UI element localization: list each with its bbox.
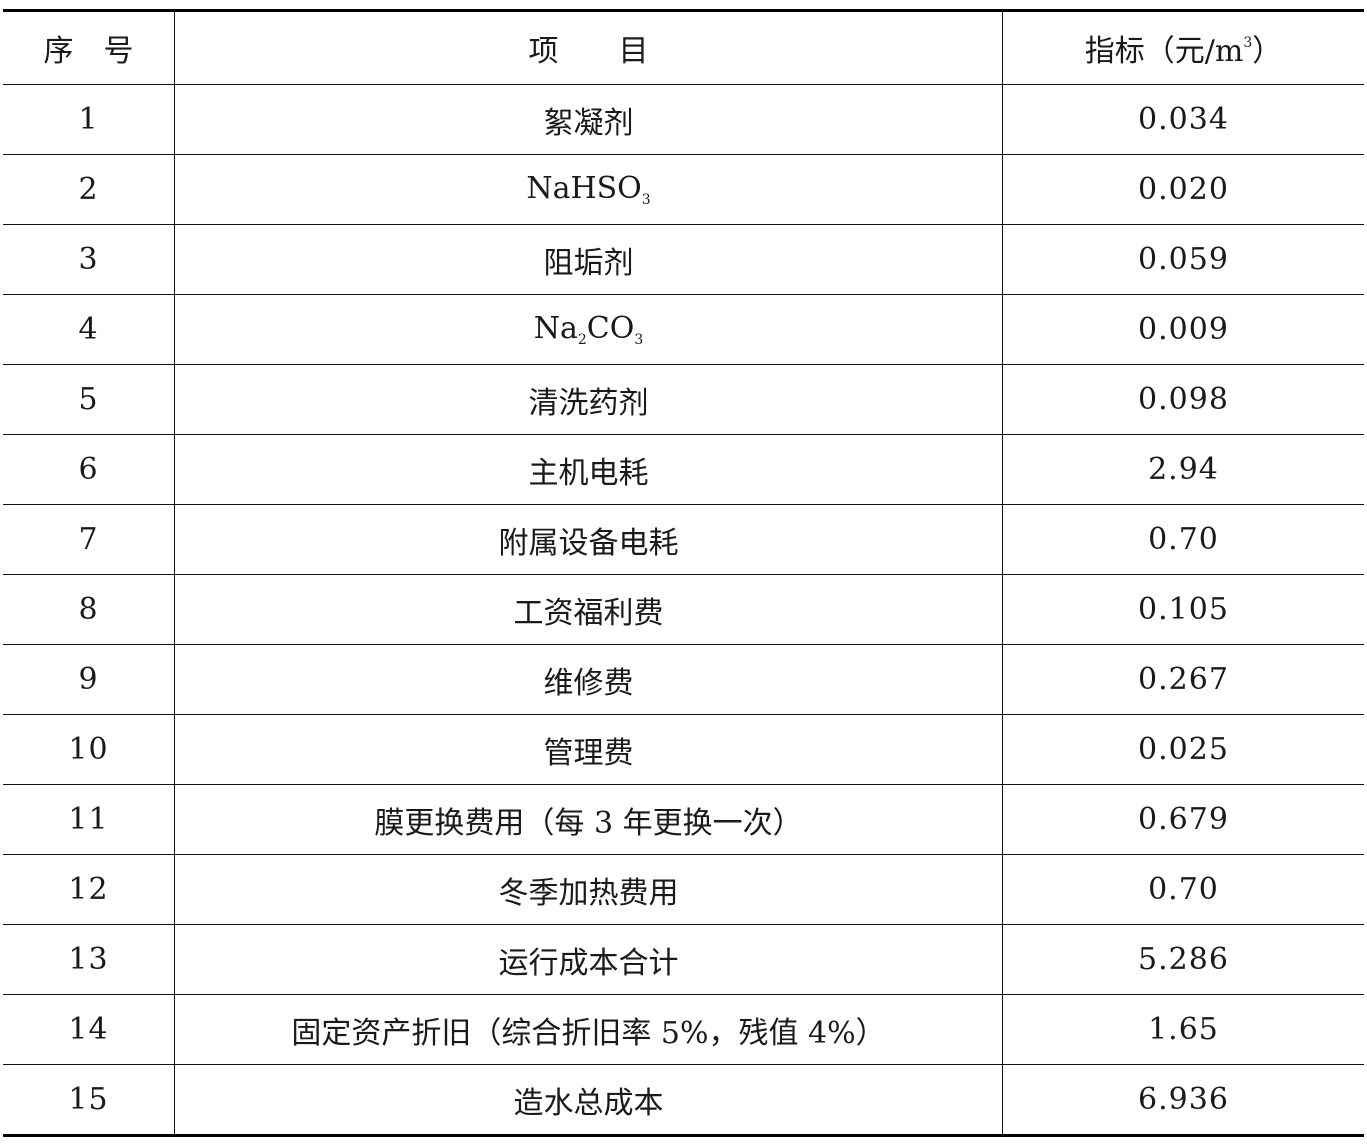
- row-item: 阻垢剂: [174, 224, 1003, 295]
- row-item: 絮凝剂: [174, 84, 1003, 155]
- cost-table: 序 号 项 目 指标（元/m3） 1 絮凝剂 0.034 2 NaHSO3 0.020 3 阻…: [3, 9, 1364, 1137]
- row-no: 5: [3, 364, 175, 435]
- row-value: 0.020: [1002, 154, 1364, 225]
- text-segment: 絮凝剂: [543, 105, 634, 141]
- row-no: 14: [3, 994, 175, 1065]
- text-segment: 附属设备电耗: [498, 525, 679, 561]
- text-segment: 维修费: [543, 665, 634, 701]
- text-segment: 3: [1243, 35, 1253, 51]
- row-value: 0.059: [1002, 224, 1364, 295]
- row-value: 0.267: [1002, 644, 1364, 715]
- row-no: 6: [3, 434, 175, 505]
- text-segment: 工资福利费: [513, 595, 664, 631]
- text-segment: CO: [586, 311, 635, 346]
- text-segment: 运行成本合计: [498, 945, 679, 981]
- table-row: 4 Na2CO3 0.009: [3, 294, 1364, 365]
- table-row: 10 管理费 0.025: [3, 714, 1364, 785]
- row-no: 13: [3, 924, 175, 995]
- text-segment: Na: [533, 311, 578, 346]
- text-segment: 造水总成本: [513, 1085, 664, 1121]
- text-segment: 冬季加热费用: [498, 875, 679, 911]
- table-row: 3 阻垢剂 0.059: [3, 224, 1364, 295]
- header-item: 项 目: [174, 10, 1003, 85]
- row-item: 工资福利费: [174, 574, 1003, 645]
- row-value: 5.286: [1002, 924, 1364, 995]
- text-segment: 主机电耗: [528, 455, 649, 491]
- row-item: NaHSO3: [174, 154, 1003, 225]
- row-no: 10: [3, 714, 175, 785]
- row-item: 清洗药剂: [174, 364, 1003, 435]
- row-no: 15: [3, 1064, 175, 1136]
- row-value: 2.94: [1002, 434, 1364, 505]
- text-segment: 固定资产折旧（综合折旧率 5%，残值 4%）: [291, 1015, 886, 1051]
- table-row: 1 絮凝剂 0.034: [3, 84, 1364, 155]
- text-segment: NaHSO: [526, 171, 642, 206]
- row-value: 0.025: [1002, 714, 1364, 785]
- text-segment: 指标（元/m: [1084, 34, 1244, 69]
- row-item: 运行成本合计: [174, 924, 1003, 995]
- text-segment: 3: [634, 332, 644, 348]
- row-item: 附属设备电耗: [174, 504, 1003, 575]
- row-no: 2: [3, 154, 175, 225]
- row-value: 0.009: [1002, 294, 1364, 365]
- row-item: 冬季加热费用: [174, 854, 1003, 925]
- table-header-row: 序 号 项 目 指标（元/m3）: [3, 10, 1364, 85]
- row-value: 0.70: [1002, 504, 1364, 575]
- text-segment: 管理费: [543, 735, 634, 771]
- row-item: Na2CO3: [174, 294, 1003, 365]
- row-value: 0.034: [1002, 84, 1364, 155]
- row-value: 0.105: [1002, 574, 1364, 645]
- text-segment: ）: [1252, 34, 1283, 69]
- row-value: 0.679: [1002, 784, 1364, 855]
- header-value: 指标（元/m3）: [1002, 10, 1364, 85]
- row-value: 0.70: [1002, 854, 1364, 925]
- row-no: 12: [3, 854, 175, 925]
- text-segment: 3: [641, 192, 651, 208]
- row-item: 膜更换费用（每 3 年更换一次）: [174, 784, 1003, 855]
- row-item: 管理费: [174, 714, 1003, 785]
- row-no: 8: [3, 574, 175, 645]
- text-segment: 2: [577, 332, 587, 348]
- table-row: 12 冬季加热费用 0.70: [3, 854, 1364, 925]
- table-row: 7 附属设备电耗 0.70: [3, 504, 1364, 575]
- row-item: 主机电耗: [174, 434, 1003, 505]
- table-row: 2 NaHSO3 0.020: [3, 154, 1364, 225]
- row-no: 9: [3, 644, 175, 715]
- row-value: 6.936: [1138, 1082, 1229, 1117]
- table-row: 8 工资福利费 0.105: [3, 574, 1364, 645]
- row-item: 固定资产折旧（综合折旧率 5%，残值 4%）: [174, 994, 1003, 1065]
- row-item: 造水总成本: [174, 1064, 1003, 1136]
- row-no: 1: [3, 84, 175, 155]
- row-item: 维修费: [174, 644, 1003, 715]
- row-no: 7: [3, 504, 175, 575]
- table-row: 14 固定资产折旧（综合折旧率 5%，残值 4%） 1.65: [3, 994, 1364, 1065]
- table-row: 6 主机电耗 2.94: [3, 434, 1364, 505]
- table-row: 9 维修费 0.267: [3, 644, 1364, 715]
- table-row: 11 膜更换费用（每 3 年更换一次） 0.679: [3, 784, 1364, 855]
- text-segment: 阻垢剂: [543, 245, 634, 281]
- table-row: 13 运行成本合计 5.286: [3, 924, 1364, 995]
- text-segment: 膜更换费用（每 3 年更换一次）: [374, 805, 803, 841]
- row-no: 11: [3, 784, 175, 855]
- table-row: 5 清洗药剂 0.098: [3, 364, 1364, 435]
- row-value: 0.098: [1002, 364, 1364, 435]
- row-no: 3: [3, 224, 175, 295]
- row-no: 4: [3, 294, 175, 365]
- header-no: 序 号: [3, 10, 175, 85]
- table-row: 15 造水总成本 6.936: [3, 1064, 1364, 1136]
- text-segment: 清洗药剂: [528, 385, 649, 421]
- row-value: 1.65: [1002, 994, 1364, 1065]
